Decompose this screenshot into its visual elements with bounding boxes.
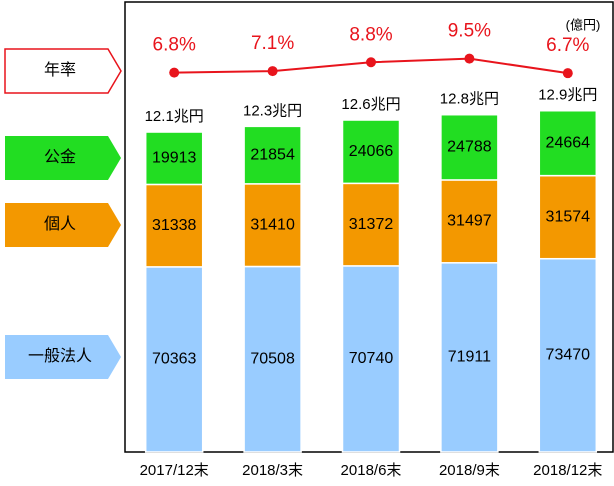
data-label: 31574: [546, 208, 591, 225]
line-value-label: 9.5%: [448, 21, 491, 42]
data-label: 70740: [349, 350, 394, 367]
data-label: 31338: [152, 217, 197, 234]
total-label: 12.6兆円: [341, 96, 400, 113]
data-label: 31497: [447, 213, 492, 230]
bar-segment: [538, 109, 598, 177]
legend-marker: [4, 48, 122, 94]
total-label: 12.1兆円: [145, 108, 204, 125]
bar-segment: [440, 113, 499, 181]
bar-segment: [144, 266, 204, 453]
data-label: 70363: [152, 351, 197, 368]
x-tick-label: 2018/12末: [533, 462, 602, 479]
bar-segment: [144, 183, 204, 268]
data-label: 24066: [349, 143, 394, 160]
data-label: 70508: [250, 350, 295, 367]
legend-marker: [5, 136, 121, 180]
legend-marker: [5, 203, 121, 247]
total-label: 12.8兆円: [440, 91, 499, 108]
bar-segment: [144, 131, 204, 186]
line-value-label: 6.7%: [546, 35, 589, 56]
data-label: 31410: [250, 216, 295, 233]
data-label: 71911: [448, 349, 491, 366]
total-label: 12.9兆円: [538, 87, 597, 104]
line-point: [267, 66, 278, 77]
x-tick-label: 2018/3末: [242, 462, 303, 479]
line-value-label: 8.8%: [349, 24, 392, 45]
legend-label: 個人: [44, 215, 76, 233]
x-tick-label: 2017/12末: [140, 462, 209, 479]
data-label: 24664: [546, 134, 591, 151]
bar-segment: [341, 182, 401, 267]
x-tick-label: 2018/9末: [439, 462, 500, 479]
bar-segment: [538, 174, 598, 260]
line-point: [366, 57, 376, 68]
line-point: [562, 68, 573, 79]
x-tick-label: 2018/6末: [341, 462, 402, 479]
line-point: [169, 67, 180, 78]
data-label: 24788: [447, 139, 492, 156]
line-point: [464, 53, 475, 64]
bar-segment: [341, 119, 401, 185]
legend-label: 年率: [44, 61, 76, 79]
line-value-label: 7.1%: [251, 33, 294, 54]
data-label: 73470: [546, 347, 591, 364]
unit-label: (億円): [566, 17, 601, 32]
line-value-label: 6.8%: [153, 35, 196, 56]
data-label: 19913: [152, 149, 197, 166]
legend-label: 公金: [44, 148, 76, 166]
bar-segment: [440, 262, 499, 453]
data-label: 21854: [250, 146, 295, 163]
legend-marker: [5, 335, 121, 379]
bar-segment: [243, 265, 302, 453]
bar-segment: [243, 125, 302, 185]
legend-label: 一般法人: [28, 347, 92, 365]
data-label: 31372: [349, 216, 394, 233]
total-label: 12.3兆円: [243, 102, 302, 119]
